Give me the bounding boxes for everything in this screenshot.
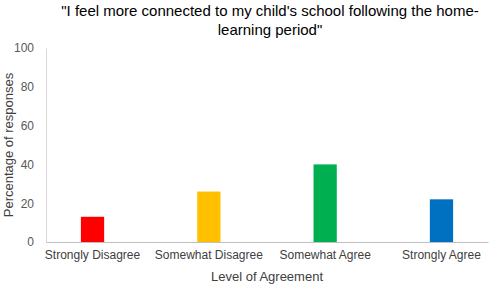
bar	[314, 164, 337, 242]
chart: "I feel more connected to my child's sch…	[0, 0, 500, 289]
bar	[430, 199, 453, 242]
x-tick-label: Strongly Disagree	[45, 248, 141, 262]
y-tick: 100	[14, 41, 46, 55]
x-tick-label: Somewhat Disagree	[155, 248, 263, 262]
y-tick-label: 40	[21, 158, 35, 172]
y-axis: 0 20 40 60 80 100	[14, 41, 47, 249]
x-tick: Somewhat Disagree	[155, 242, 263, 262]
y-tick-label: 60	[21, 119, 35, 133]
y-axis-title: Percentage of responses	[1, 72, 16, 217]
title: learning period"	[218, 21, 323, 38]
y-tick-label: 20	[21, 197, 35, 211]
bar	[81, 217, 104, 242]
x-tick: Strongly Disagree	[45, 242, 141, 262]
x-axis-title: Level of Agreement	[211, 269, 323, 284]
x-axis-line	[47, 242, 489, 243]
x-tick: Strongly Agree	[402, 242, 481, 262]
y-tick: 40	[21, 158, 46, 172]
x-axis: Strongly Disagree Somewhat Disagree Somewh…	[45, 242, 489, 262]
y-tick: 80	[21, 80, 46, 94]
title: "I feel more connected to my child's sch…	[61, 2, 479, 19]
x-tick-label: Somewhat Agree	[279, 248, 371, 262]
y-tick: 0	[27, 235, 46, 249]
x-tick: Somewhat Agree	[279, 242, 371, 262]
y-tick-label: 80	[21, 80, 35, 94]
bars	[81, 164, 453, 242]
y-tick-label: 100	[14, 41, 34, 55]
y-axis-line	[46, 49, 47, 243]
y-tick: 60	[21, 119, 46, 133]
y-tick: 20	[21, 197, 46, 211]
x-tick-label: Strongly Agree	[402, 248, 481, 262]
y-tick-label: 0	[27, 235, 34, 249]
bar	[197, 192, 220, 242]
